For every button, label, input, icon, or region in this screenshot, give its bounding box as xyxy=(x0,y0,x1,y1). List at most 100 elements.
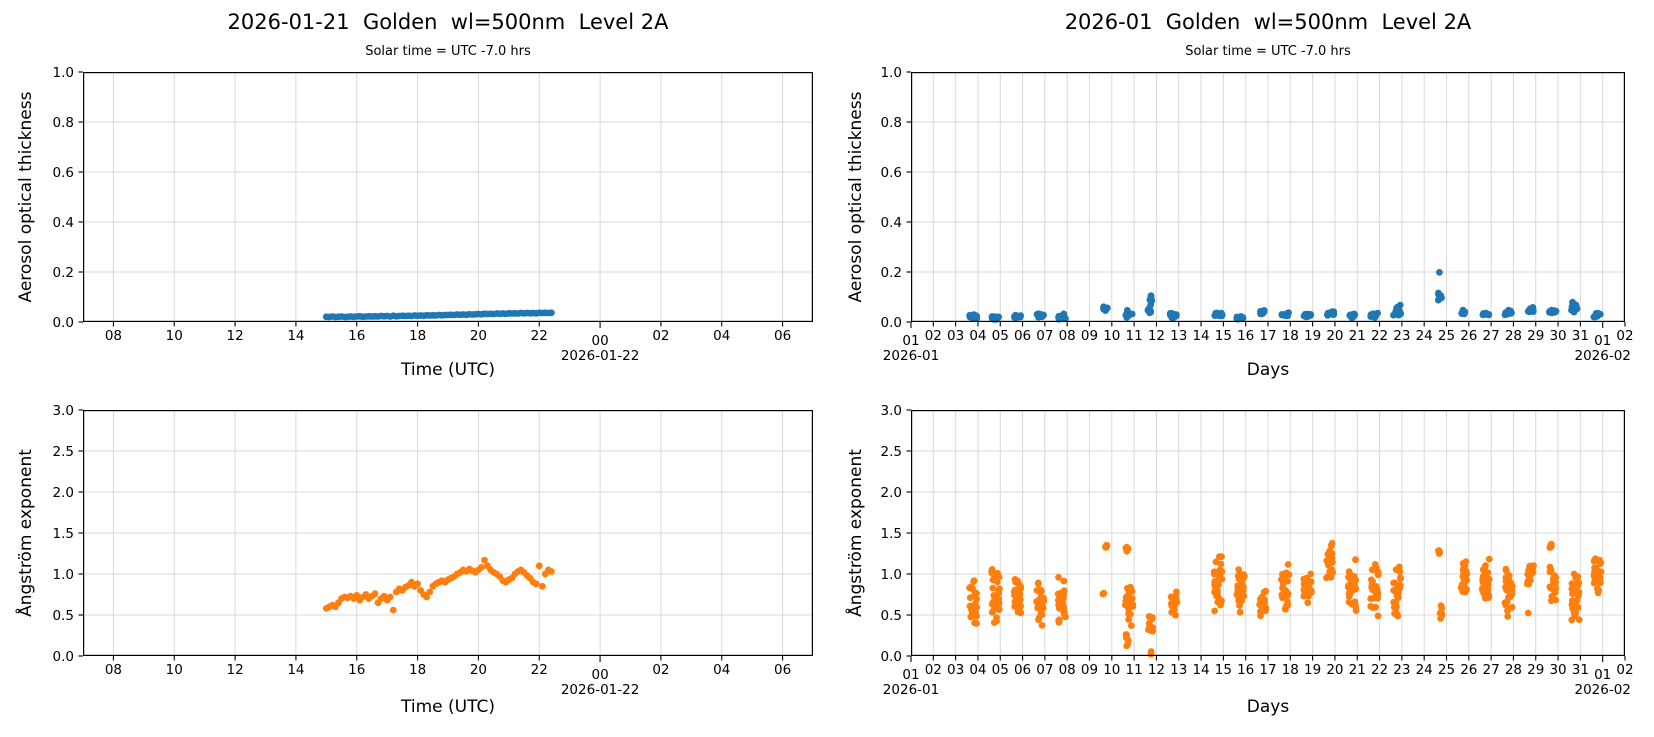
svg-text:15: 15 xyxy=(1215,662,1232,678)
svg-text:2026-01: 2026-01 xyxy=(883,348,939,364)
svg-text:21: 21 xyxy=(1349,328,1366,344)
y-axis-label-angstrom-monthly: Ångström exponent xyxy=(846,449,866,617)
svg-text:13: 13 xyxy=(1170,662,1187,678)
svg-text:01: 01 xyxy=(902,333,919,349)
svg-text:0.0: 0.0 xyxy=(53,649,74,665)
svg-text:2.0: 2.0 xyxy=(881,485,902,501)
svg-text:02: 02 xyxy=(1616,328,1633,344)
svg-text:03: 03 xyxy=(947,662,964,678)
svg-text:0.8: 0.8 xyxy=(53,115,74,131)
svg-text:18: 18 xyxy=(409,662,426,678)
svg-text:00: 00 xyxy=(591,333,608,349)
svg-text:06: 06 xyxy=(1014,328,1031,344)
svg-text:16: 16 xyxy=(1237,328,1254,344)
svg-text:06: 06 xyxy=(774,662,791,678)
svg-text:17: 17 xyxy=(1259,662,1276,678)
svg-text:1.5: 1.5 xyxy=(53,526,74,542)
svg-text:00: 00 xyxy=(591,667,608,683)
svg-text:26: 26 xyxy=(1460,662,1477,678)
svg-text:25: 25 xyxy=(1438,328,1455,344)
axes-frame xyxy=(83,410,813,657)
svg-text:22: 22 xyxy=(531,328,548,344)
svg-text:28: 28 xyxy=(1505,328,1522,344)
svg-text:01: 01 xyxy=(1594,667,1611,683)
svg-text:08: 08 xyxy=(1059,662,1076,678)
svg-text:1.0: 1.0 xyxy=(53,567,74,583)
x-axis-label-angstrom-monthly: Days xyxy=(1246,697,1290,717)
svg-text:1.0: 1.0 xyxy=(53,65,74,81)
svg-text:09: 09 xyxy=(1081,662,1098,678)
svg-text:27: 27 xyxy=(1483,328,1500,344)
svg-text:18: 18 xyxy=(409,328,426,344)
data-points xyxy=(322,309,555,321)
svg-text:29: 29 xyxy=(1527,662,1544,678)
svg-text:08: 08 xyxy=(1059,328,1076,344)
svg-text:18: 18 xyxy=(1282,662,1299,678)
left-column-title: 2026-01-21 Golden wl=500nm Level 2A xyxy=(227,10,669,34)
svg-text:01: 01 xyxy=(1594,333,1611,349)
gridlines xyxy=(83,72,813,322)
y-axis-label-aot-daily: Aerosol optical thickness xyxy=(16,91,36,303)
axes-frame xyxy=(83,72,813,323)
svg-text:02: 02 xyxy=(652,328,669,344)
right-column-title: 2026-01 Golden wl=500nm Level 2A xyxy=(1064,10,1472,34)
svg-text:30: 30 xyxy=(1549,328,1566,344)
svg-text:0.5: 0.5 xyxy=(881,608,902,624)
svg-text:17: 17 xyxy=(1259,328,1276,344)
svg-text:0.0: 0.0 xyxy=(881,315,902,331)
axes-frame xyxy=(911,410,1625,657)
svg-text:19: 19 xyxy=(1304,662,1321,678)
svg-text:13: 13 xyxy=(1170,328,1187,344)
svg-text:02: 02 xyxy=(925,662,942,678)
svg-text:1.5: 1.5 xyxy=(881,526,902,542)
svg-text:16: 16 xyxy=(1237,662,1254,678)
svg-text:04: 04 xyxy=(713,328,730,344)
svg-text:12: 12 xyxy=(226,662,243,678)
svg-text:10: 10 xyxy=(1103,328,1120,344)
right-column-subtitle: Solar time = UTC -7.0 hrs xyxy=(1185,44,1351,59)
svg-text:23: 23 xyxy=(1393,662,1410,678)
svg-text:3.0: 3.0 xyxy=(881,403,902,419)
svg-text:2.0: 2.0 xyxy=(53,485,74,501)
svg-text:0.0: 0.0 xyxy=(881,649,902,665)
data-points xyxy=(966,539,1605,658)
svg-text:11: 11 xyxy=(1126,662,1143,678)
svg-text:0.6: 0.6 xyxy=(881,165,902,181)
svg-text:27: 27 xyxy=(1483,662,1500,678)
x-axis-label-aot-daily: Time (UTC) xyxy=(401,360,495,380)
svg-text:02: 02 xyxy=(652,662,669,678)
svg-text:12: 12 xyxy=(1148,662,1165,678)
svg-text:02: 02 xyxy=(925,328,942,344)
svg-text:2026-02: 2026-02 xyxy=(1574,682,1630,698)
svg-text:18: 18 xyxy=(1282,328,1299,344)
svg-text:2026-01-22: 2026-01-22 xyxy=(561,682,639,698)
svg-text:11: 11 xyxy=(1126,328,1143,344)
svg-text:26: 26 xyxy=(1460,328,1477,344)
svg-text:06: 06 xyxy=(1014,662,1031,678)
svg-text:22: 22 xyxy=(1371,662,1388,678)
svg-text:24: 24 xyxy=(1416,662,1433,678)
svg-text:16: 16 xyxy=(348,662,365,678)
svg-text:0.0: 0.0 xyxy=(53,315,74,331)
svg-text:0.4: 0.4 xyxy=(53,215,74,231)
svg-text:10: 10 xyxy=(166,328,183,344)
svg-text:30: 30 xyxy=(1549,662,1566,678)
svg-text:19: 19 xyxy=(1304,328,1321,344)
svg-text:10: 10 xyxy=(1103,662,1120,678)
svg-text:12: 12 xyxy=(1148,328,1165,344)
svg-text:0.6: 0.6 xyxy=(53,165,74,181)
svg-text:22: 22 xyxy=(531,662,548,678)
x-axis-label-aot-monthly: Days xyxy=(1246,360,1290,380)
svg-text:04: 04 xyxy=(713,662,730,678)
svg-text:20: 20 xyxy=(470,328,487,344)
svg-text:03: 03 xyxy=(947,328,964,344)
y-axis-label-angstrom-daily: Ångström exponent xyxy=(16,449,36,617)
svg-text:2026-01: 2026-01 xyxy=(883,682,939,698)
